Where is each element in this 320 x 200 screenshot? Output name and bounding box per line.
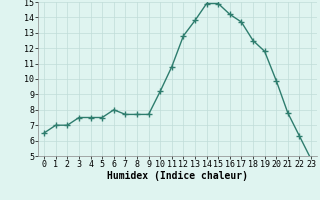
X-axis label: Humidex (Indice chaleur): Humidex (Indice chaleur) [107, 171, 248, 181]
